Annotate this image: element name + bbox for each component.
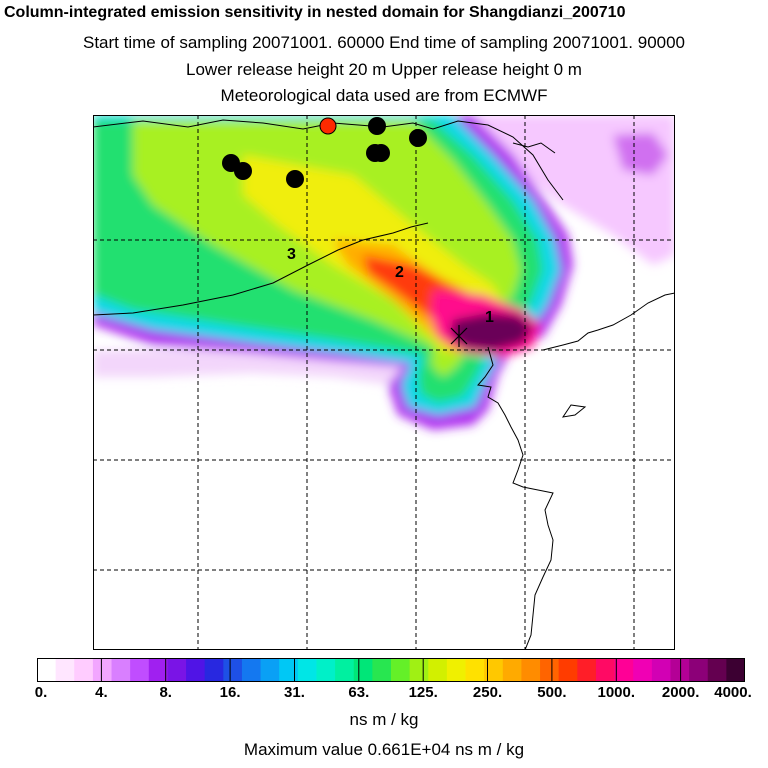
map-label-3: 3 (287, 246, 296, 263)
colorbar-tick-label: 500. (537, 684, 567, 701)
colorbar-tick-label: 4000. (714, 684, 752, 701)
colorbar-cell (55, 658, 75, 682)
colorbar-tick-label: 31. (284, 684, 305, 701)
colorbar-tick-label: 2000. (661, 684, 700, 701)
colorbar-cell (446, 658, 467, 682)
met-data-source: Meteorological data used are from ECMWF (220, 86, 548, 105)
colorbar-cell (279, 658, 299, 682)
colorbar-cell (130, 658, 150, 682)
colorbar-cell (186, 658, 206, 682)
colorbar-cell (409, 658, 429, 682)
colorbar-cell (595, 658, 616, 682)
release-site-cross (450, 325, 468, 347)
colorbar-cell (614, 658, 634, 682)
colorbar-cell (633, 658, 653, 682)
colorbar-cell (651, 658, 672, 682)
colorbar-cell (521, 658, 541, 682)
colorbar-cell (297, 658, 318, 682)
colorbar-cell (353, 658, 373, 682)
colorbar-cell (707, 658, 727, 682)
emission-sensitivity-map: 1 2 3 (93, 115, 675, 650)
colorbar-tick-label: 16. (219, 684, 241, 701)
colorbar-tick-label: 4. (95, 684, 108, 701)
colorbar-tick-label: 8. (159, 684, 172, 701)
colorbar-tick-label: 1000. (597, 684, 636, 701)
maximum-value: Maximum value 0.661E+04 ns m / kg (243, 740, 525, 759)
colorbar-cell (241, 658, 262, 682)
colorbar-tick-label: 63. (348, 684, 370, 701)
release-heights: Lower release height 20 m Upper release … (186, 60, 582, 79)
colorbar-cell (465, 658, 485, 682)
colorbar-cell (484, 658, 504, 682)
colorbar-cell (92, 658, 113, 682)
colorbar-cell (558, 658, 578, 682)
map-label-2: 2 (395, 264, 404, 281)
colorbar-cell (204, 658, 224, 682)
colorbar-cell (260, 658, 280, 682)
colorbar-cell (689, 658, 709, 682)
colorbar-cell (316, 658, 336, 682)
colorbar-cell (37, 658, 57, 682)
colorbar-tick-label: 250. (472, 684, 503, 701)
plume-ne-patch (613, 133, 668, 175)
sampling-times: Start time of sampling 20071001. 60000 E… (82, 33, 686, 52)
colorbar-cell (577, 658, 597, 682)
colorbar-cell (502, 658, 523, 682)
plume-halo (423, 115, 675, 265)
source-markers (222, 117, 427, 188)
colorbar-cell (335, 658, 355, 682)
receptor-marker (319, 117, 337, 135)
colorbar-cell (74, 658, 94, 682)
colorbar-tick-label: 125. (408, 684, 438, 701)
colorbar-cell (111, 658, 131, 682)
colorbar-cells (37, 658, 745, 682)
colorbar-cell (540, 658, 560, 682)
colorbar-cell (148, 658, 169, 682)
colorbar (37, 658, 745, 682)
colorbar-cell (372, 658, 392, 682)
graticule (93, 115, 675, 650)
colorbar-cell (726, 658, 745, 682)
colorbar-dividers (100, 658, 682, 682)
colorbar-tick-label: 0. (34, 684, 48, 701)
sensitivity-field (93, 115, 675, 430)
colorbar-cell (391, 658, 411, 682)
plume-core (451, 313, 533, 351)
map-label-1: 1 (485, 309, 494, 326)
plot-title: Column-integrated emission sensitivity i… (4, 4, 626, 21)
colorbar-cell (223, 658, 243, 682)
colorbar-units: ns m / kg (349, 710, 419, 729)
colorbar-tick-labels: 0. 4. 8. 16. 31. 63. 125. 250. 500. 1000. 2000. 400… (0, 684, 768, 706)
colorbar-cell (167, 658, 187, 682)
coastlines (93, 119, 675, 650)
colorbar-cell (670, 658, 690, 682)
colorbar-cell (428, 658, 448, 682)
